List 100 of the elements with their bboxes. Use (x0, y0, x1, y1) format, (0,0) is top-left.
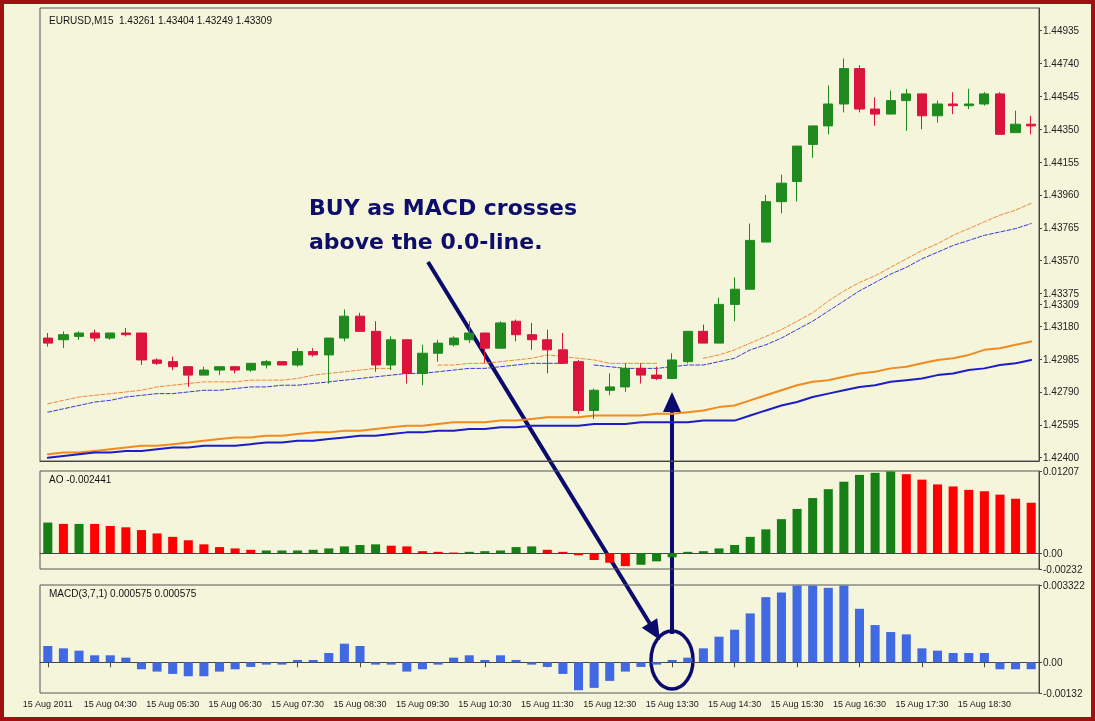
y-tick-label: 0.00 (1043, 656, 1063, 668)
x-tick-label: 15 Aug 17:30 (895, 698, 949, 709)
candlestick (667, 352, 677, 379)
bar (402, 546, 412, 554)
bar (386, 662, 396, 665)
bar (43, 522, 53, 554)
candlestick (464, 320, 474, 344)
candlestick (43, 332, 53, 347)
bar (667, 553, 677, 558)
candlestick (698, 324, 708, 344)
bar (495, 550, 505, 554)
x-tick-label: 15 Aug 15:30 (770, 698, 824, 709)
bar (105, 525, 115, 554)
bar (58, 523, 68, 554)
candlestick (277, 361, 287, 366)
bar (761, 529, 771, 554)
bar (870, 472, 880, 554)
bar (854, 474, 865, 554)
candlestick (542, 329, 552, 374)
candlestick (495, 320, 506, 349)
y-tick-label: 1.44155 (1043, 156, 1080, 168)
bar (917, 648, 927, 663)
candlestick (433, 339, 443, 363)
bar (948, 486, 958, 554)
x-tick-label: 15 Aug 12:30 (583, 698, 637, 709)
bar (761, 597, 771, 663)
candlestick (339, 308, 349, 342)
bar (636, 553, 646, 565)
x-tick-label: 15 Aug 06:30 (208, 698, 262, 709)
bar (74, 523, 84, 554)
x-tick-label: 15 Aug 10:30 (458, 698, 512, 709)
candlestick (620, 362, 630, 393)
candlestick (651, 366, 662, 381)
candlestick (230, 366, 240, 374)
bar (823, 489, 833, 554)
bar (527, 662, 537, 665)
bar (386, 545, 396, 554)
y-tick-label: 1.44740 (1043, 58, 1080, 70)
bar (199, 662, 209, 677)
candlestick (480, 332, 490, 364)
bar (979, 491, 989, 554)
bar (698, 648, 708, 663)
bar (1026, 502, 1036, 554)
bar (542, 662, 552, 667)
bar (246, 662, 256, 667)
bar (74, 650, 84, 663)
y-tick-label: 0.00 (1043, 547, 1063, 559)
bar (839, 481, 849, 554)
candlestick (121, 327, 131, 337)
candlestick (136, 332, 147, 366)
bar (589, 553, 599, 561)
candlestick (214, 366, 225, 376)
bar (230, 548, 240, 554)
bar (527, 546, 537, 554)
candlestick (823, 84, 833, 135)
candlestick (386, 335, 396, 371)
bar (901, 474, 911, 554)
candlestick (511, 319, 521, 342)
candlestick (870, 96, 880, 127)
bar (995, 662, 1005, 670)
candlestick (292, 347, 303, 368)
y-tick-label: 1.42985 (1043, 353, 1080, 365)
candlestick (854, 64, 865, 113)
bar (948, 652, 958, 663)
bar (776, 592, 786, 663)
x-tick-label: 15 Aug 14:30 (708, 698, 762, 709)
x-tick-label: 15 Aug 18:30 (957, 698, 1011, 709)
y-tick-label: 1.43180 (1043, 320, 1080, 332)
bar (714, 548, 724, 554)
bar (90, 655, 100, 663)
y-tick-label: 1.43765 (1043, 222, 1080, 234)
candlestick (402, 339, 412, 385)
candlestick (932, 100, 943, 124)
candlestick (589, 388, 599, 420)
bar (230, 662, 240, 670)
y-tick-label: 0.003322 (1043, 579, 1086, 591)
bar (792, 508, 802, 554)
candlestick (558, 332, 568, 364)
chart-title: AO -0.002441 (49, 473, 112, 485)
candlestick (1010, 110, 1021, 134)
y-tick-label: 1.43309 (1043, 299, 1080, 311)
y-tick-label: -0.00232 (1043, 563, 1083, 575)
bar (605, 553, 615, 563)
bar (136, 662, 146, 670)
bar (277, 662, 287, 665)
candlestick (636, 362, 646, 385)
candlestick (1026, 115, 1036, 135)
bar (995, 494, 1005, 554)
bar (714, 636, 724, 663)
candlestick (917, 93, 927, 130)
chart-title: MACD(3,7,1) 0.000575 0.000575 (49, 587, 197, 599)
bar (339, 643, 349, 663)
annotation: BUY as MACD crosses above the 0.0-line. (309, 194, 585, 254)
candlestick (683, 330, 693, 364)
bar (730, 629, 740, 663)
bar (1026, 662, 1036, 670)
candlestick (371, 320, 381, 373)
bar (870, 625, 880, 663)
candlestick (168, 356, 178, 371)
bar (261, 550, 271, 554)
